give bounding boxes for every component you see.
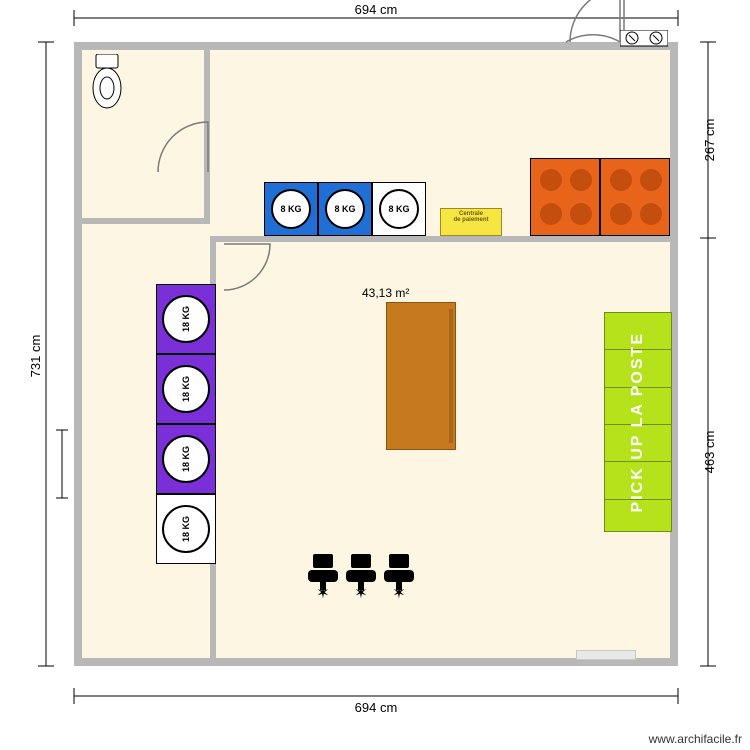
chair-3: ✶ [382, 554, 416, 594]
washer-8kg-3: 8 KG [372, 182, 426, 236]
washer-8kg-2: 8 KG [318, 182, 372, 236]
washer-18kg-3: 18 KG [156, 424, 216, 494]
dryer-1 [530, 158, 600, 236]
toilet-icon [90, 54, 126, 114]
chair-1: ✶ [306, 554, 340, 594]
folding-table [386, 302, 456, 450]
dryer-2 [600, 158, 670, 236]
washer-18kg-4: 18 KG [156, 494, 216, 564]
watermark-text: www.archifacile.fr [649, 732, 742, 746]
washer-8kg-1: 8 KG [264, 182, 318, 236]
pickup-lockers: PICK UP LA POSTE [604, 312, 672, 532]
outlet-icon [620, 30, 668, 48]
chair-2: ✶ [344, 554, 378, 594]
washer-18kg-1: 18 KG [156, 284, 216, 354]
payment-terminal: Centrale de paiement [440, 208, 502, 236]
threshold-mark [576, 650, 636, 660]
room-area-label: 43,13 m² [362, 286, 409, 300]
washer-18kg-2: 18 KG [156, 354, 216, 424]
